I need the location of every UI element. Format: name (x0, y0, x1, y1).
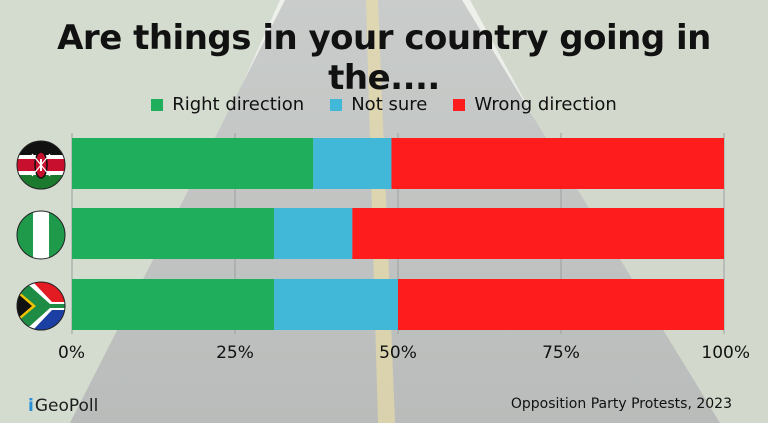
logo-text: GeoPoll (34, 396, 99, 416)
x-tick-label: 75% (542, 343, 580, 363)
chart-title: Are things in your country going in the.… (57, 18, 711, 98)
x-tick-label: 50% (379, 343, 417, 363)
bar-segment-kenya-right-direction (72, 138, 314, 189)
bar-segment-kenya-not-sure (313, 138, 392, 189)
x-tick-label: 0% (58, 343, 85, 363)
x-tick-label: 100% (701, 343, 750, 363)
nigeria-flag (16, 210, 66, 260)
bar-segment-kenya-wrong-direction (391, 138, 724, 189)
geopoll-logo: i GeoPoll (28, 396, 98, 416)
bar-segment-nigeria-right-direction (72, 208, 275, 259)
logo-mark: i (28, 396, 34, 416)
legend-label-not-sure: Not sure (351, 94, 428, 115)
bar-segment-nigeria-not-sure (274, 208, 353, 259)
bar-segment-nigeria-wrong-direction (352, 208, 724, 259)
south-africa-flag (16, 281, 66, 331)
legend-swatch-wrong-direction (453, 98, 466, 111)
legend-swatch-right-direction (151, 98, 164, 111)
legend: Right direction Not sure Wrong direction (0, 94, 768, 115)
legend-label-wrong-direction: Wrong direction (474, 94, 617, 115)
legend-item-not-sure: Not sure (330, 94, 427, 115)
bar-segment-south-africa-not-sure (274, 279, 398, 330)
bar-segment-south-africa-wrong-direction (398, 279, 724, 330)
legend-swatch-not-sure (330, 98, 343, 111)
legend-item-wrong-direction: Wrong direction (453, 94, 617, 115)
source-note: Opposition Party Protests, 2023 (510, 396, 732, 412)
x-tick-label: 25% (216, 343, 254, 363)
bar-segment-south-africa-right-direction (72, 279, 275, 330)
legend-item-right-direction: Right direction (151, 94, 304, 115)
legend-label-right-direction: Right direction (172, 94, 305, 115)
kenya-flag (16, 140, 66, 190)
